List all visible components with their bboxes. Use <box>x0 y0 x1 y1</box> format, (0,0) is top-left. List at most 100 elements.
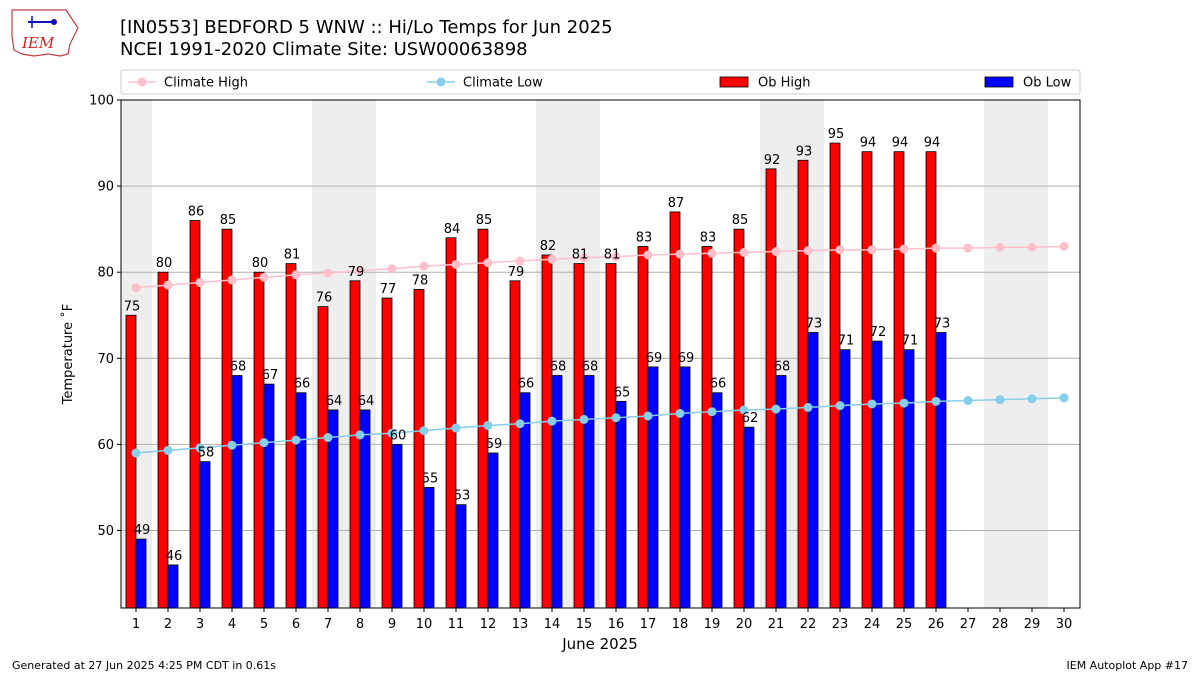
climate-low-point-day-6 <box>291 435 301 445</box>
weekend-shade-day-28 <box>984 100 1016 608</box>
ob-low-bar-day-20 <box>743 426 755 609</box>
climate-low-line <box>135 397 1065 454</box>
ob-low-bar-day-22 <box>807 332 819 609</box>
ob-high-label-day-12: 85 <box>476 213 493 228</box>
ob-high-bar-day-17 <box>637 245 649 609</box>
ob-low-bar-day-1 <box>135 538 147 609</box>
ob-low-label-day-25: 71 <box>902 334 919 349</box>
ob-low-label-day-19: 66 <box>710 377 727 392</box>
climate-low-point-day-5 <box>259 438 269 448</box>
x-tick-label-16: 16 <box>608 617 625 632</box>
climate-high-point-day-3 <box>195 278 205 288</box>
ob-low-label-day-14: 68 <box>550 360 567 375</box>
ob-low-bar-day-6 <box>295 392 307 609</box>
x-tick-label-25: 25 <box>896 617 913 632</box>
x-tick-label-17: 17 <box>640 617 657 632</box>
climate-lines <box>131 241 1069 458</box>
ob-high-bar-day-14 <box>541 254 553 609</box>
ob-high-label-day-15: 81 <box>572 248 589 263</box>
climate-low-point-day-23 <box>835 401 845 411</box>
ob-low-label-day-22: 73 <box>806 316 823 331</box>
app-credit: IEM Autoplot App #17 <box>1066 659 1189 672</box>
ob-high-label-day-13: 79 <box>508 265 525 280</box>
ob-low-bar-day-9 <box>391 444 403 609</box>
climate-high-point-day-14 <box>547 254 557 264</box>
ob-high-label-day-11: 84 <box>444 222 461 237</box>
climate-low-point-day-4 <box>227 440 237 450</box>
ob-low-label-day-10: 55 <box>422 471 439 486</box>
climate-low-point-day-16 <box>611 413 621 423</box>
x-tick-label-4: 4 <box>228 617 236 632</box>
plot-frame <box>120 99 1081 609</box>
ob-low-bar-day-14 <box>551 375 563 609</box>
x-tick-label-9: 9 <box>388 617 396 632</box>
ob-low-label-day-15: 68 <box>582 360 599 375</box>
climate-high-point-day-4 <box>227 275 237 285</box>
climate-high-point-day-22 <box>803 246 813 256</box>
x-tick-label-28: 28 <box>992 617 1009 632</box>
ob-low-bar-day-16 <box>615 400 627 609</box>
x-tick-label-30: 30 <box>1056 617 1073 632</box>
x-tick-label-22: 22 <box>800 617 817 632</box>
climate-high-point-day-21 <box>771 247 781 257</box>
ob-high-label-day-5: 80 <box>252 256 269 271</box>
ob-high-bar-day-12 <box>477 228 489 609</box>
ob-high-bar-day-15 <box>573 263 585 609</box>
ob-high-label-day-19: 83 <box>700 230 717 245</box>
x-tick-label-5: 5 <box>260 617 268 632</box>
ob-high-bar-day-19 <box>701 245 713 609</box>
x-tick-label-1: 1 <box>132 617 140 632</box>
ob-high-label-day-17: 83 <box>636 230 653 245</box>
climate-high-point-day-20 <box>739 247 749 257</box>
ob-low-bar-day-2 <box>167 564 179 609</box>
ob-low-bar-day-25 <box>903 349 915 609</box>
ob-low-label-day-3: 58 <box>198 446 215 461</box>
climate-low-point-day-18 <box>675 408 685 418</box>
x-tick-label-18: 18 <box>672 617 689 632</box>
iem-logo: IEM <box>11 9 79 57</box>
ob-high-label-day-16: 81 <box>604 248 621 263</box>
climate-high-line <box>135 245 1065 289</box>
x-tick-label-21: 21 <box>768 617 785 632</box>
ob-low-label-day-21: 68 <box>774 360 791 375</box>
climate-high-point-day-19 <box>707 248 717 258</box>
ob-high-label-day-23: 95 <box>828 127 845 142</box>
climate-high-point-day-13 <box>515 256 525 266</box>
ob-high-bar-day-6 <box>285 263 297 609</box>
legend-label-climate-low: Climate Low <box>463 76 543 91</box>
ob-low-label-day-13: 66 <box>518 377 535 392</box>
ob-low-bar-day-26 <box>935 332 947 609</box>
ob-high-label-day-14: 82 <box>540 239 557 254</box>
x-tick-label-12: 12 <box>480 617 497 632</box>
climate-low-point-day-28 <box>995 395 1005 405</box>
ob-low-label-day-24: 72 <box>870 325 887 340</box>
legend-item-ob-low: Ob Low <box>984 76 1072 91</box>
climate-high-point-day-28 <box>995 242 1005 252</box>
x-tick-label-19: 19 <box>704 617 721 632</box>
ob-high-label-day-1: 75 <box>124 299 141 314</box>
ob-high-label-day-22: 93 <box>796 144 813 159</box>
ob-high-bar-day-10 <box>413 289 425 609</box>
ob-high-bar-day-26 <box>925 151 937 609</box>
x-tick-label-13: 13 <box>512 617 529 632</box>
x-tick-label-20: 20 <box>736 617 753 632</box>
ob-high-bar-day-9 <box>381 297 393 609</box>
ob-high-label-day-24: 94 <box>860 136 877 151</box>
climate-low-point-day-22 <box>803 402 813 412</box>
climate-low-point-day-7 <box>323 433 333 443</box>
legend-frame <box>120 69 1081 95</box>
ob-low-label-day-12: 59 <box>486 437 503 452</box>
ob-low-label-day-20: 62 <box>742 411 759 426</box>
legend-item-climate-low: Climate Low <box>427 76 543 91</box>
bar-value-labels: 75 49 80 46 86 58 85 68 80 67 81 66 76 64 79 64 77 60 78 55… <box>124 127 951 564</box>
grid-lines <box>121 99 1080 532</box>
ob-high-label-day-7: 76 <box>316 291 333 306</box>
ob-high-bar-day-4 <box>221 228 233 609</box>
y-tick-label-60: 60 <box>97 438 114 453</box>
climate-high-point-day-26 <box>931 243 941 253</box>
climate-low-point-day-30 <box>1059 393 1069 403</box>
ob-high-bar-day-22 <box>797 159 809 609</box>
ob-low-label-day-11: 53 <box>454 489 471 504</box>
ob-low-label-day-18: 69 <box>678 351 695 366</box>
